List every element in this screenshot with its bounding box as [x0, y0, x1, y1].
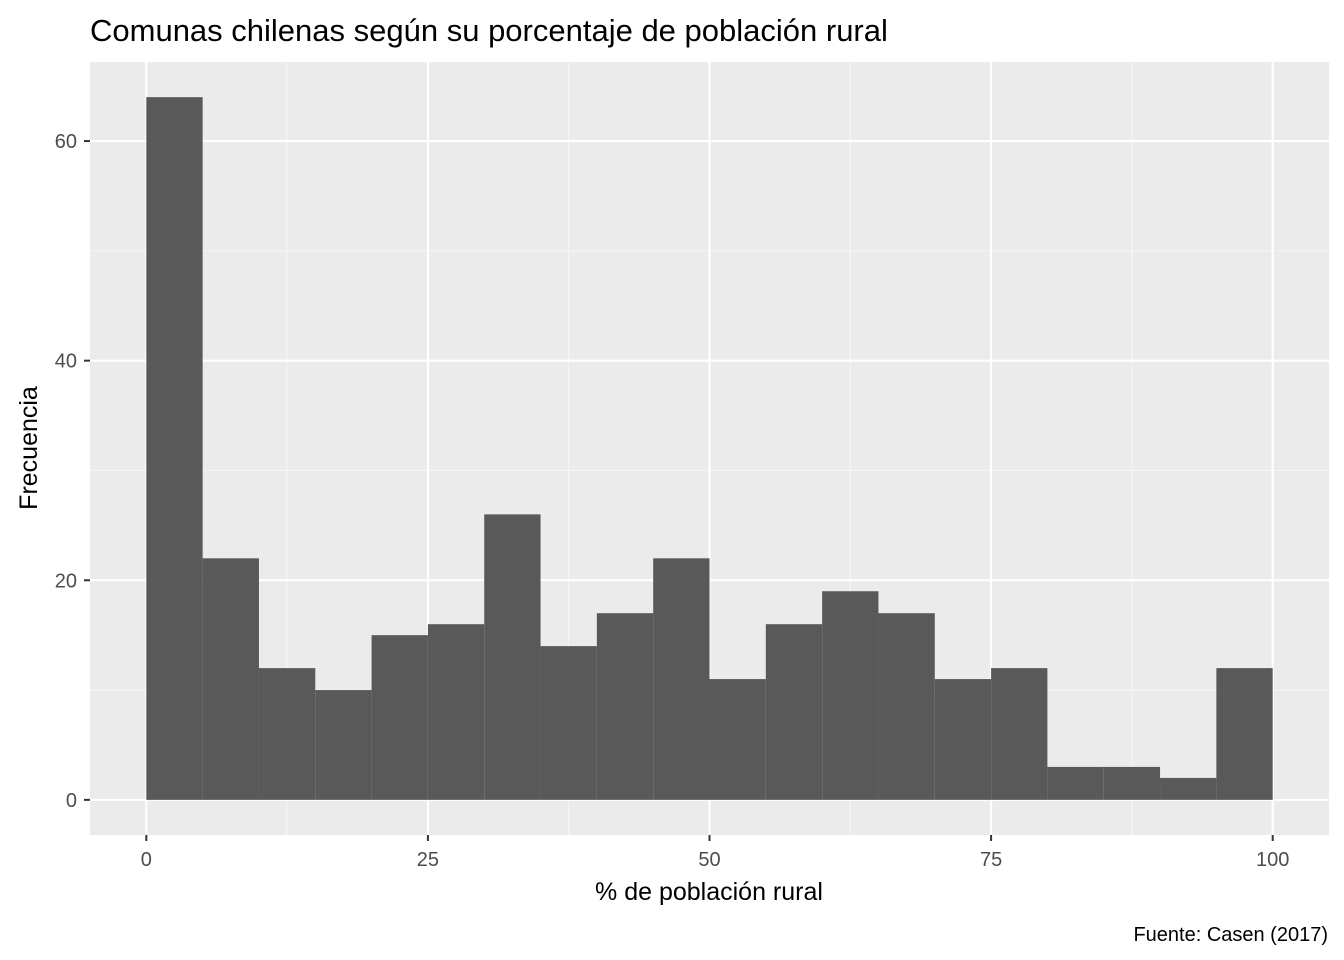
- histogram-bar: [596, 613, 654, 800]
- x-tick-label: 75: [980, 849, 1002, 871]
- histogram-bar: [484, 514, 541, 800]
- histogram-bar: [1047, 766, 1104, 800]
- y-tick-label: 0: [66, 790, 77, 812]
- x-axis-ticks: 0 25 50 75 100: [141, 835, 1289, 871]
- histogram-bar: [1103, 766, 1161, 800]
- histogram-bar: [878, 613, 935, 800]
- y-axis-title: Frecuencia: [15, 386, 43, 510]
- y-tick-label: 40: [55, 351, 77, 373]
- histogram-bars: [146, 97, 1273, 800]
- y-tick-label: 60: [55, 131, 77, 153]
- histogram-bar: [653, 558, 710, 800]
- x-tick-label: 25: [417, 849, 439, 871]
- histogram-bar: [822, 591, 879, 800]
- x-tick-label: 0: [141, 849, 152, 871]
- histogram-bar: [146, 97, 203, 800]
- chart-caption: Fuente: Casen (2017): [1133, 924, 1328, 946]
- histogram-bar: [427, 624, 485, 800]
- histogram-bar: [709, 679, 766, 800]
- x-tick-label: 100: [1256, 849, 1289, 871]
- chart-title: Comunas chilenas según su porcentaje de …: [90, 13, 888, 48]
- x-tick-label: 50: [698, 849, 720, 871]
- histogram-bar: [371, 635, 428, 800]
- histogram-bar: [1216, 668, 1273, 800]
- histogram-bar: [540, 646, 597, 800]
- histogram-bar: [1160, 777, 1217, 800]
- x-axis-title: % de población rural: [595, 878, 823, 906]
- histogram-bar: [315, 690, 372, 800]
- y-tick-label: 20: [55, 570, 77, 592]
- histogram-bar: [991, 668, 1048, 800]
- histogram-bar: [934, 679, 992, 800]
- histogram-bar: [258, 668, 316, 800]
- histogram-bar: [202, 558, 259, 800]
- y-axis-ticks: 0 20 40 60: [55, 131, 90, 812]
- histogram-bar: [765, 624, 823, 800]
